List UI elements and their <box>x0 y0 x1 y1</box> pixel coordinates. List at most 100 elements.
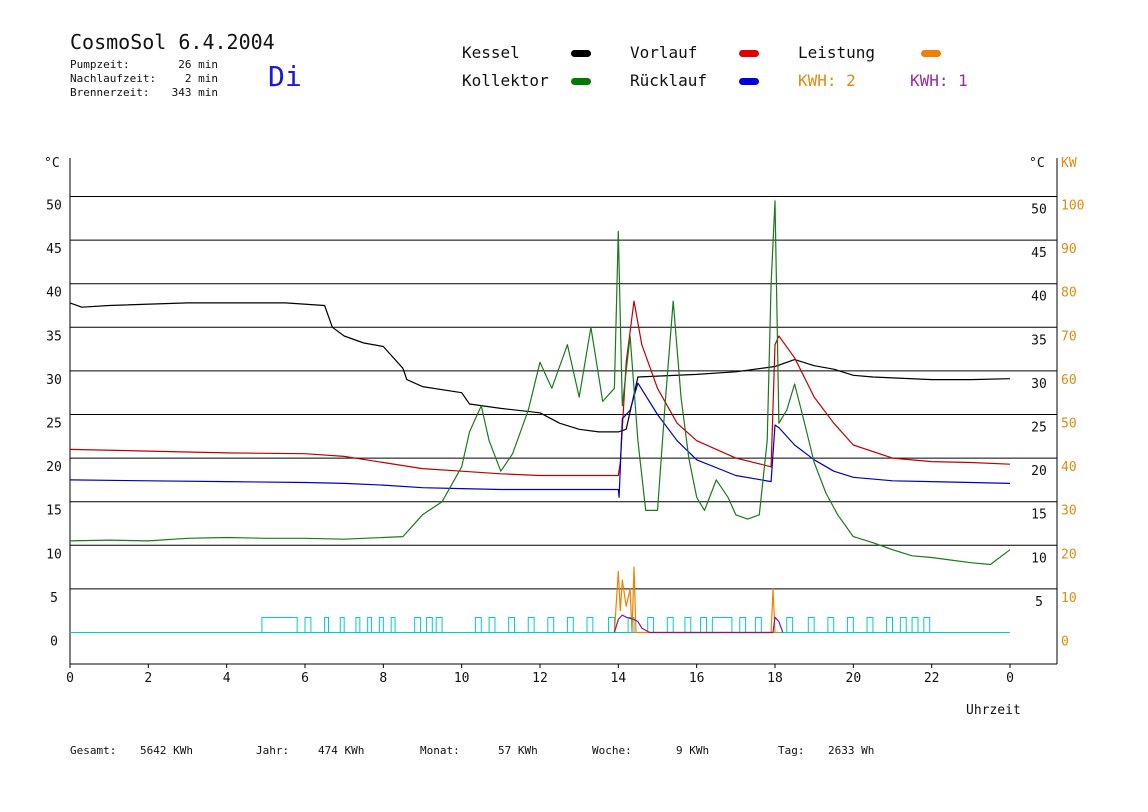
axes <box>69 158 1058 665</box>
pump-block <box>425 617 433 633</box>
y2-tick-label-right: 90 <box>1061 242 1077 257</box>
series-ruecklauf-line <box>69 382 1011 498</box>
y-tick-label-left: 0 <box>50 635 58 650</box>
y2-tick-label-right: 40 <box>1061 460 1077 475</box>
legend-kwh2-label: KWH: 2 <box>798 71 856 90</box>
legend-kollektor-swatch <box>571 78 591 85</box>
x-tick-label: 18 <box>767 671 783 686</box>
series-kessel-line <box>69 302 1011 433</box>
y2-tick-label-right: 60 <box>1061 373 1077 388</box>
pump-block <box>899 617 907 633</box>
legend-ruecklauf-label: Rücklauf <box>630 71 708 90</box>
footer-tag-label: Tag: <box>778 744 805 757</box>
pump-block <box>261 617 298 633</box>
footer-gesamt-value: 5642 KWh <box>140 744 193 757</box>
pump-block <box>754 617 762 633</box>
y2-tick-label-right: 100 <box>1061 199 1084 214</box>
pump-block <box>390 617 396 633</box>
pump-block <box>339 617 345 633</box>
y2-tick-label-right: 70 <box>1061 329 1077 344</box>
y-tick-label-right: 35 <box>1031 333 1047 348</box>
pump-block <box>474 617 482 633</box>
legend-kollektor-label: Kollektor <box>462 71 549 90</box>
legend-kwh1-label: KWH: 1 <box>910 71 968 90</box>
weekday-label: Di <box>268 60 302 93</box>
y-tick-label-right: 30 <box>1031 377 1047 392</box>
pump-block <box>739 617 747 633</box>
x-tick-label: 10 <box>454 671 470 686</box>
footer-monat-label: Monat: <box>420 744 460 757</box>
x-tick-label: 6 <box>301 671 309 686</box>
pump-block <box>608 617 615 633</box>
footer-tag-value: 2633 Wh <box>828 744 875 757</box>
y-tick-label-left: 20 <box>46 460 62 475</box>
legend-leistung-label: Leistung <box>798 43 876 62</box>
y2-tick-label-right: 0 <box>1061 635 1069 650</box>
y-tick-label-left: 40 <box>46 286 62 301</box>
series-vorlauf-line <box>69 300 1011 477</box>
pump-block <box>666 617 674 633</box>
brennerzeit-value: 343 min <box>171 86 218 99</box>
x-tick-label: 12 <box>532 671 548 686</box>
x-tick-label: 14 <box>611 671 627 686</box>
grid-lines <box>70 196 1057 590</box>
pump-block <box>711 617 733 633</box>
y-tick-label-right: 5 <box>1035 595 1043 610</box>
chart-area: 0 2 4 6 8 10 12 14 16 18 20 22 0 0 0 5 5 10 10 10 20 15 15 30 20… <box>44 156 1084 718</box>
series-kollektor-line <box>69 200 1011 566</box>
y2-tick-label-right: 20 <box>1061 547 1077 562</box>
footer-woche-value: 9 KWh <box>676 744 710 757</box>
pumpzeit-label: Pumpzeit: <box>70 58 130 71</box>
y-axis-label-right-temp: °C <box>1029 156 1045 171</box>
x-tick-label: 0 <box>1006 671 1014 686</box>
footer-woche-label: Woche: <box>592 744 632 757</box>
pump-block <box>846 617 854 633</box>
x-tick-label: 22 <box>924 671 940 686</box>
pump-block <box>586 617 594 633</box>
y-tick-label-left: 45 <box>46 242 62 257</box>
y-tick-label-left: 15 <box>46 504 62 519</box>
pump-block <box>923 617 931 633</box>
y2-tick-label-right: 30 <box>1061 504 1077 519</box>
y-tick-label-left: 50 <box>46 199 62 214</box>
legend-kessel-label: Kessel <box>462 43 520 62</box>
pump-block <box>435 617 443 633</box>
pump-block <box>304 617 312 633</box>
legend-kessel-swatch <box>571 50 591 57</box>
y-tick-label-right: 45 <box>1031 246 1047 261</box>
pump-block <box>566 617 574 633</box>
pump-block <box>911 617 919 633</box>
y2-tick-label-right: 50 <box>1061 417 1077 432</box>
pump-block <box>866 617 874 633</box>
legend-vorlauf-swatch <box>739 50 759 57</box>
x-axis-label: Uhrzeit <box>966 703 1021 718</box>
y-tick-label-right: 50 <box>1031 203 1047 218</box>
pump-block <box>684 617 692 633</box>
y-tick-label-right: 10 <box>1031 551 1047 566</box>
series-kwh1-line <box>613 614 784 634</box>
pump-block <box>527 617 535 633</box>
y2-tick-label-right: 80 <box>1061 286 1077 301</box>
x-tick-label: 8 <box>379 671 387 686</box>
series-lines <box>69 200 1011 634</box>
x-tick-label: 16 <box>689 671 705 686</box>
y-tick-label-left: 35 <box>46 329 62 344</box>
pump-block <box>827 617 835 633</box>
pump-block <box>355 617 361 633</box>
pump-block <box>647 617 655 633</box>
tick-labels: 0 2 4 6 8 10 12 14 16 18 20 22 0 0 0 5 5 10 10 10 20 15 15 30 20… <box>46 199 1084 687</box>
brennerzeit-label: Brennerzeit: <box>70 86 150 99</box>
y-tick-label-right: 20 <box>1031 464 1047 479</box>
legend-leistung-swatch <box>921 50 941 57</box>
x-tick-label: 4 <box>223 671 231 686</box>
legend-ruecklauf-swatch <box>739 78 759 85</box>
pumpzeit-value: 26 min <box>178 58 218 71</box>
pump-block <box>700 617 707 633</box>
pump-block <box>367 617 373 633</box>
pump-block <box>324 617 330 633</box>
y-axis-label-right-power: KW <box>1061 156 1077 171</box>
nachlaufzeit-value: 2 min <box>184 72 218 85</box>
y-axis-label-left: °C <box>44 156 60 171</box>
pump-block <box>786 617 794 633</box>
legend-vorlauf-label: Vorlauf <box>630 43 698 62</box>
